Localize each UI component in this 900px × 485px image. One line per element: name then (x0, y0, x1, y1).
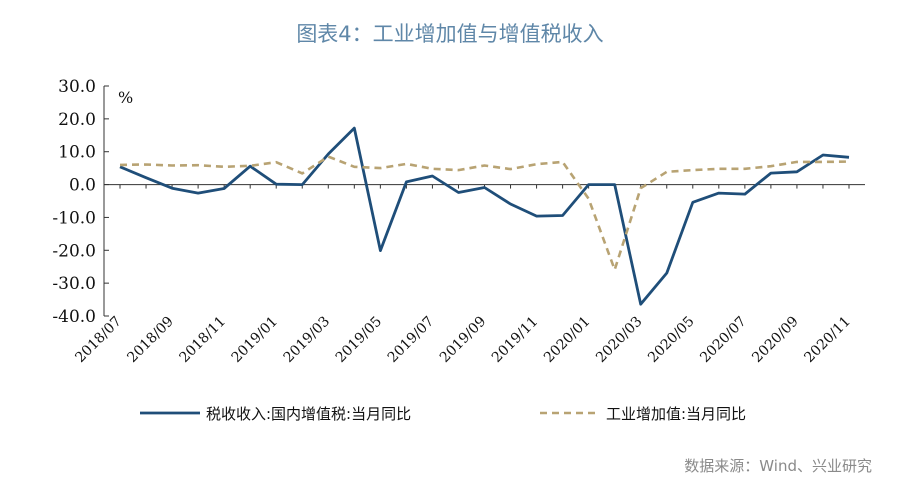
x-tick-label: 2020/09 (749, 314, 801, 366)
axes: 30.0 20.0 10.0 0.0 -10.0 -20.0 -30.0 -40.0 2018/… (52, 77, 865, 366)
x-tick-label: 2020/01 (541, 314, 593, 366)
chart-title: 图表4：工业增加值与增值税收入 (296, 22, 604, 46)
x-tick-label: 2019/01 (229, 314, 281, 366)
x-tick-label: 2019/07 (385, 314, 437, 366)
legend-label-industry: 工业增加值:当月同比 (606, 405, 746, 423)
x-tick-label: 2020/05 (645, 314, 697, 366)
x-tick-label: 2018/11 (177, 314, 229, 366)
series-line-industry (119, 155, 850, 272)
unit-label: % (118, 88, 133, 107)
y-tick-label: -10.0 (52, 208, 96, 228)
x-tick-label: 2018/09 (124, 314, 176, 366)
series-line-tax (119, 126, 850, 306)
y-tick-label: -40.0 (52, 307, 96, 327)
x-tick-label: 2019/11 (489, 314, 541, 366)
y-tick-label: 0.0 (69, 176, 96, 196)
y-tick-label: 10.0 (58, 143, 96, 163)
y-tick-label: -20.0 (52, 241, 96, 261)
x-tick-label: 2019/03 (281, 314, 333, 366)
source-note: 数据来源：Wind、兴业研究 (684, 457, 872, 475)
x-tick-label: 2020/03 (593, 314, 645, 366)
series-layer (119, 126, 850, 306)
x-tick-label: 2020/07 (697, 314, 749, 366)
legend: 税收收入:国内增值税:当月同比 工业增加值:当月同比 (140, 405, 746, 423)
x-tick-label: 2020/11 (801, 314, 853, 366)
x-tick-label: 2019/05 (333, 314, 385, 366)
y-tick-label: 30.0 (58, 77, 96, 97)
x-tick-label: 2019/09 (437, 314, 489, 366)
legend-label-tax: 税收收入:国内增值税:当月同比 (206, 405, 411, 423)
y-tick-label: -30.0 (52, 274, 96, 294)
y-tick-label: 20.0 (58, 110, 96, 130)
